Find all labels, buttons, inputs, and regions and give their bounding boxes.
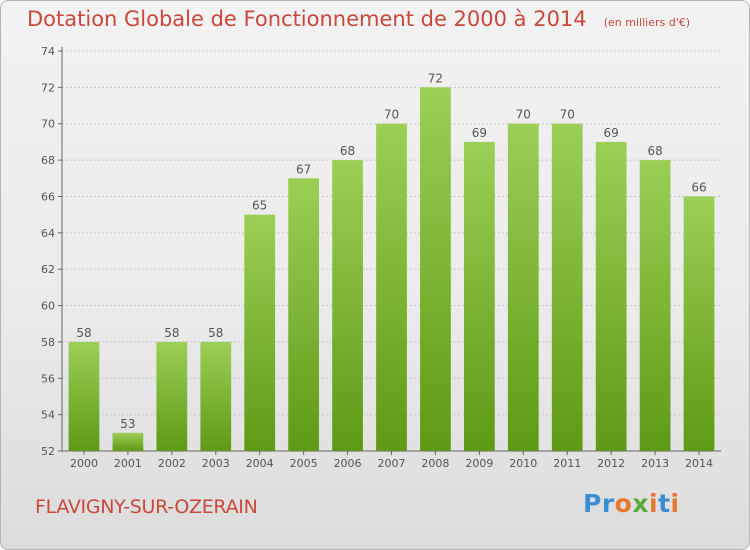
x-tick-label: 2013 bbox=[641, 457, 669, 470]
x-tick-label: 2001 bbox=[114, 457, 142, 470]
data-label: 72 bbox=[428, 71, 443, 85]
y-tick-label: 62 bbox=[41, 263, 55, 276]
x-tick-label: 2003 bbox=[202, 457, 230, 470]
data-label: 58 bbox=[164, 326, 179, 340]
data-label: 58 bbox=[76, 326, 91, 340]
bar bbox=[112, 432, 144, 451]
data-labels: 58 53 58 58 65 67 68 70 72 69 70 70 69 68 66 bbox=[76, 71, 706, 430]
y-tick-label: 68 bbox=[41, 154, 55, 167]
y-tick-label: 64 bbox=[41, 227, 55, 240]
data-label: 65 bbox=[252, 199, 267, 213]
bar bbox=[68, 341, 100, 451]
bar bbox=[244, 214, 276, 451]
x-tick-label: 2008 bbox=[421, 457, 449, 470]
data-label: 70 bbox=[516, 108, 531, 122]
y-tick-label: 60 bbox=[41, 300, 55, 313]
proxiti-logo: Proxiti bbox=[583, 489, 680, 518]
x-tick-label: 2004 bbox=[246, 457, 274, 470]
logo-letter: i bbox=[649, 489, 659, 518]
y-tick-label: 72 bbox=[41, 81, 55, 94]
data-label: 68 bbox=[340, 144, 355, 158]
data-label: 70 bbox=[384, 108, 399, 122]
y-tick-label: 56 bbox=[41, 372, 55, 385]
bar bbox=[595, 141, 627, 451]
y-tick-label: 54 bbox=[41, 409, 55, 422]
data-label: 67 bbox=[296, 162, 311, 176]
data-label: 58 bbox=[208, 326, 223, 340]
y-tick-label: 58 bbox=[41, 336, 55, 349]
y-tick-label: 52 bbox=[41, 445, 55, 458]
data-label: 69 bbox=[472, 126, 487, 140]
y-tick-label: 74 bbox=[41, 45, 55, 58]
x-tick-label: 2000 bbox=[70, 457, 98, 470]
commune-name: FLAVIGNY-SUR-OZERAIN bbox=[35, 496, 258, 518]
data-label: 68 bbox=[647, 144, 662, 158]
y-tick-label: 70 bbox=[41, 118, 55, 131]
bar bbox=[200, 341, 232, 451]
data-label: 70 bbox=[560, 108, 575, 122]
x-tick-label: 2011 bbox=[553, 457, 581, 470]
x-tick-label: 2010 bbox=[509, 457, 537, 470]
data-label: 66 bbox=[691, 180, 706, 194]
x-tick-label: 2005 bbox=[290, 457, 318, 470]
logo-letter: x bbox=[632, 489, 649, 518]
data-label: 53 bbox=[120, 417, 135, 431]
bar bbox=[376, 123, 407, 452]
bar bbox=[156, 341, 188, 451]
data-label: 69 bbox=[604, 126, 619, 140]
x-tick-label: 2014 bbox=[685, 457, 713, 470]
x-tick-label: 2006 bbox=[334, 457, 362, 470]
logo-letter: o bbox=[614, 489, 633, 518]
bar bbox=[463, 141, 495, 451]
logo-letter: i bbox=[670, 489, 680, 518]
x-tick-label: 2007 bbox=[378, 457, 406, 470]
bar bbox=[332, 160, 363, 451]
bar bbox=[551, 123, 583, 452]
x-tick-label: 2012 bbox=[597, 457, 625, 470]
chart-subtitle: (en milliers d'€) bbox=[603, 16, 691, 29]
logo-letter: t bbox=[658, 489, 671, 518]
logo-letter: P bbox=[583, 489, 602, 518]
x-tick-label: 2002 bbox=[158, 457, 186, 470]
logo-letter: r bbox=[601, 489, 615, 518]
bars bbox=[68, 87, 715, 452]
bar bbox=[639, 160, 671, 451]
y-tick-label: 66 bbox=[41, 190, 55, 203]
bar bbox=[420, 87, 451, 451]
bar bbox=[683, 196, 715, 451]
chart-title: Dotation Globale de Fonctionnement de 20… bbox=[27, 7, 587, 31]
title-block: Dotation Globale de Fonctionnement de 20… bbox=[27, 7, 690, 31]
bar bbox=[288, 178, 320, 452]
x-tick-label: 2009 bbox=[465, 457, 493, 470]
bar bbox=[507, 123, 539, 452]
